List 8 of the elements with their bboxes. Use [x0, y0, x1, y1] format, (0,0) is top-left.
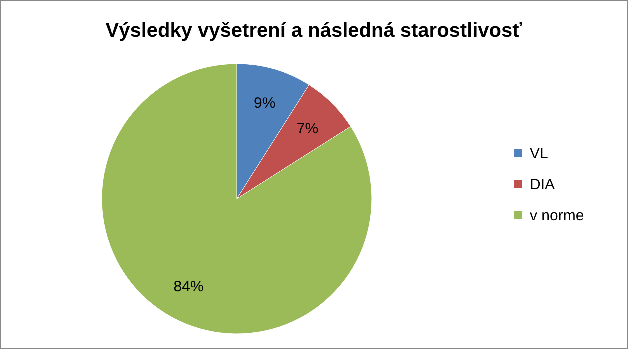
chart-title: Výsledky vyšetrení a následná starostlivosť [106, 20, 523, 42]
data-label: 84% [174, 278, 204, 296]
legend-label: VL [530, 146, 548, 162]
legend-label: DIA [530, 176, 556, 194]
data-label: 9% [254, 94, 276, 112]
pie-slice [102, 64, 372, 334]
legend-label: v norme [530, 208, 584, 224]
data-label: 7% [296, 120, 319, 138]
